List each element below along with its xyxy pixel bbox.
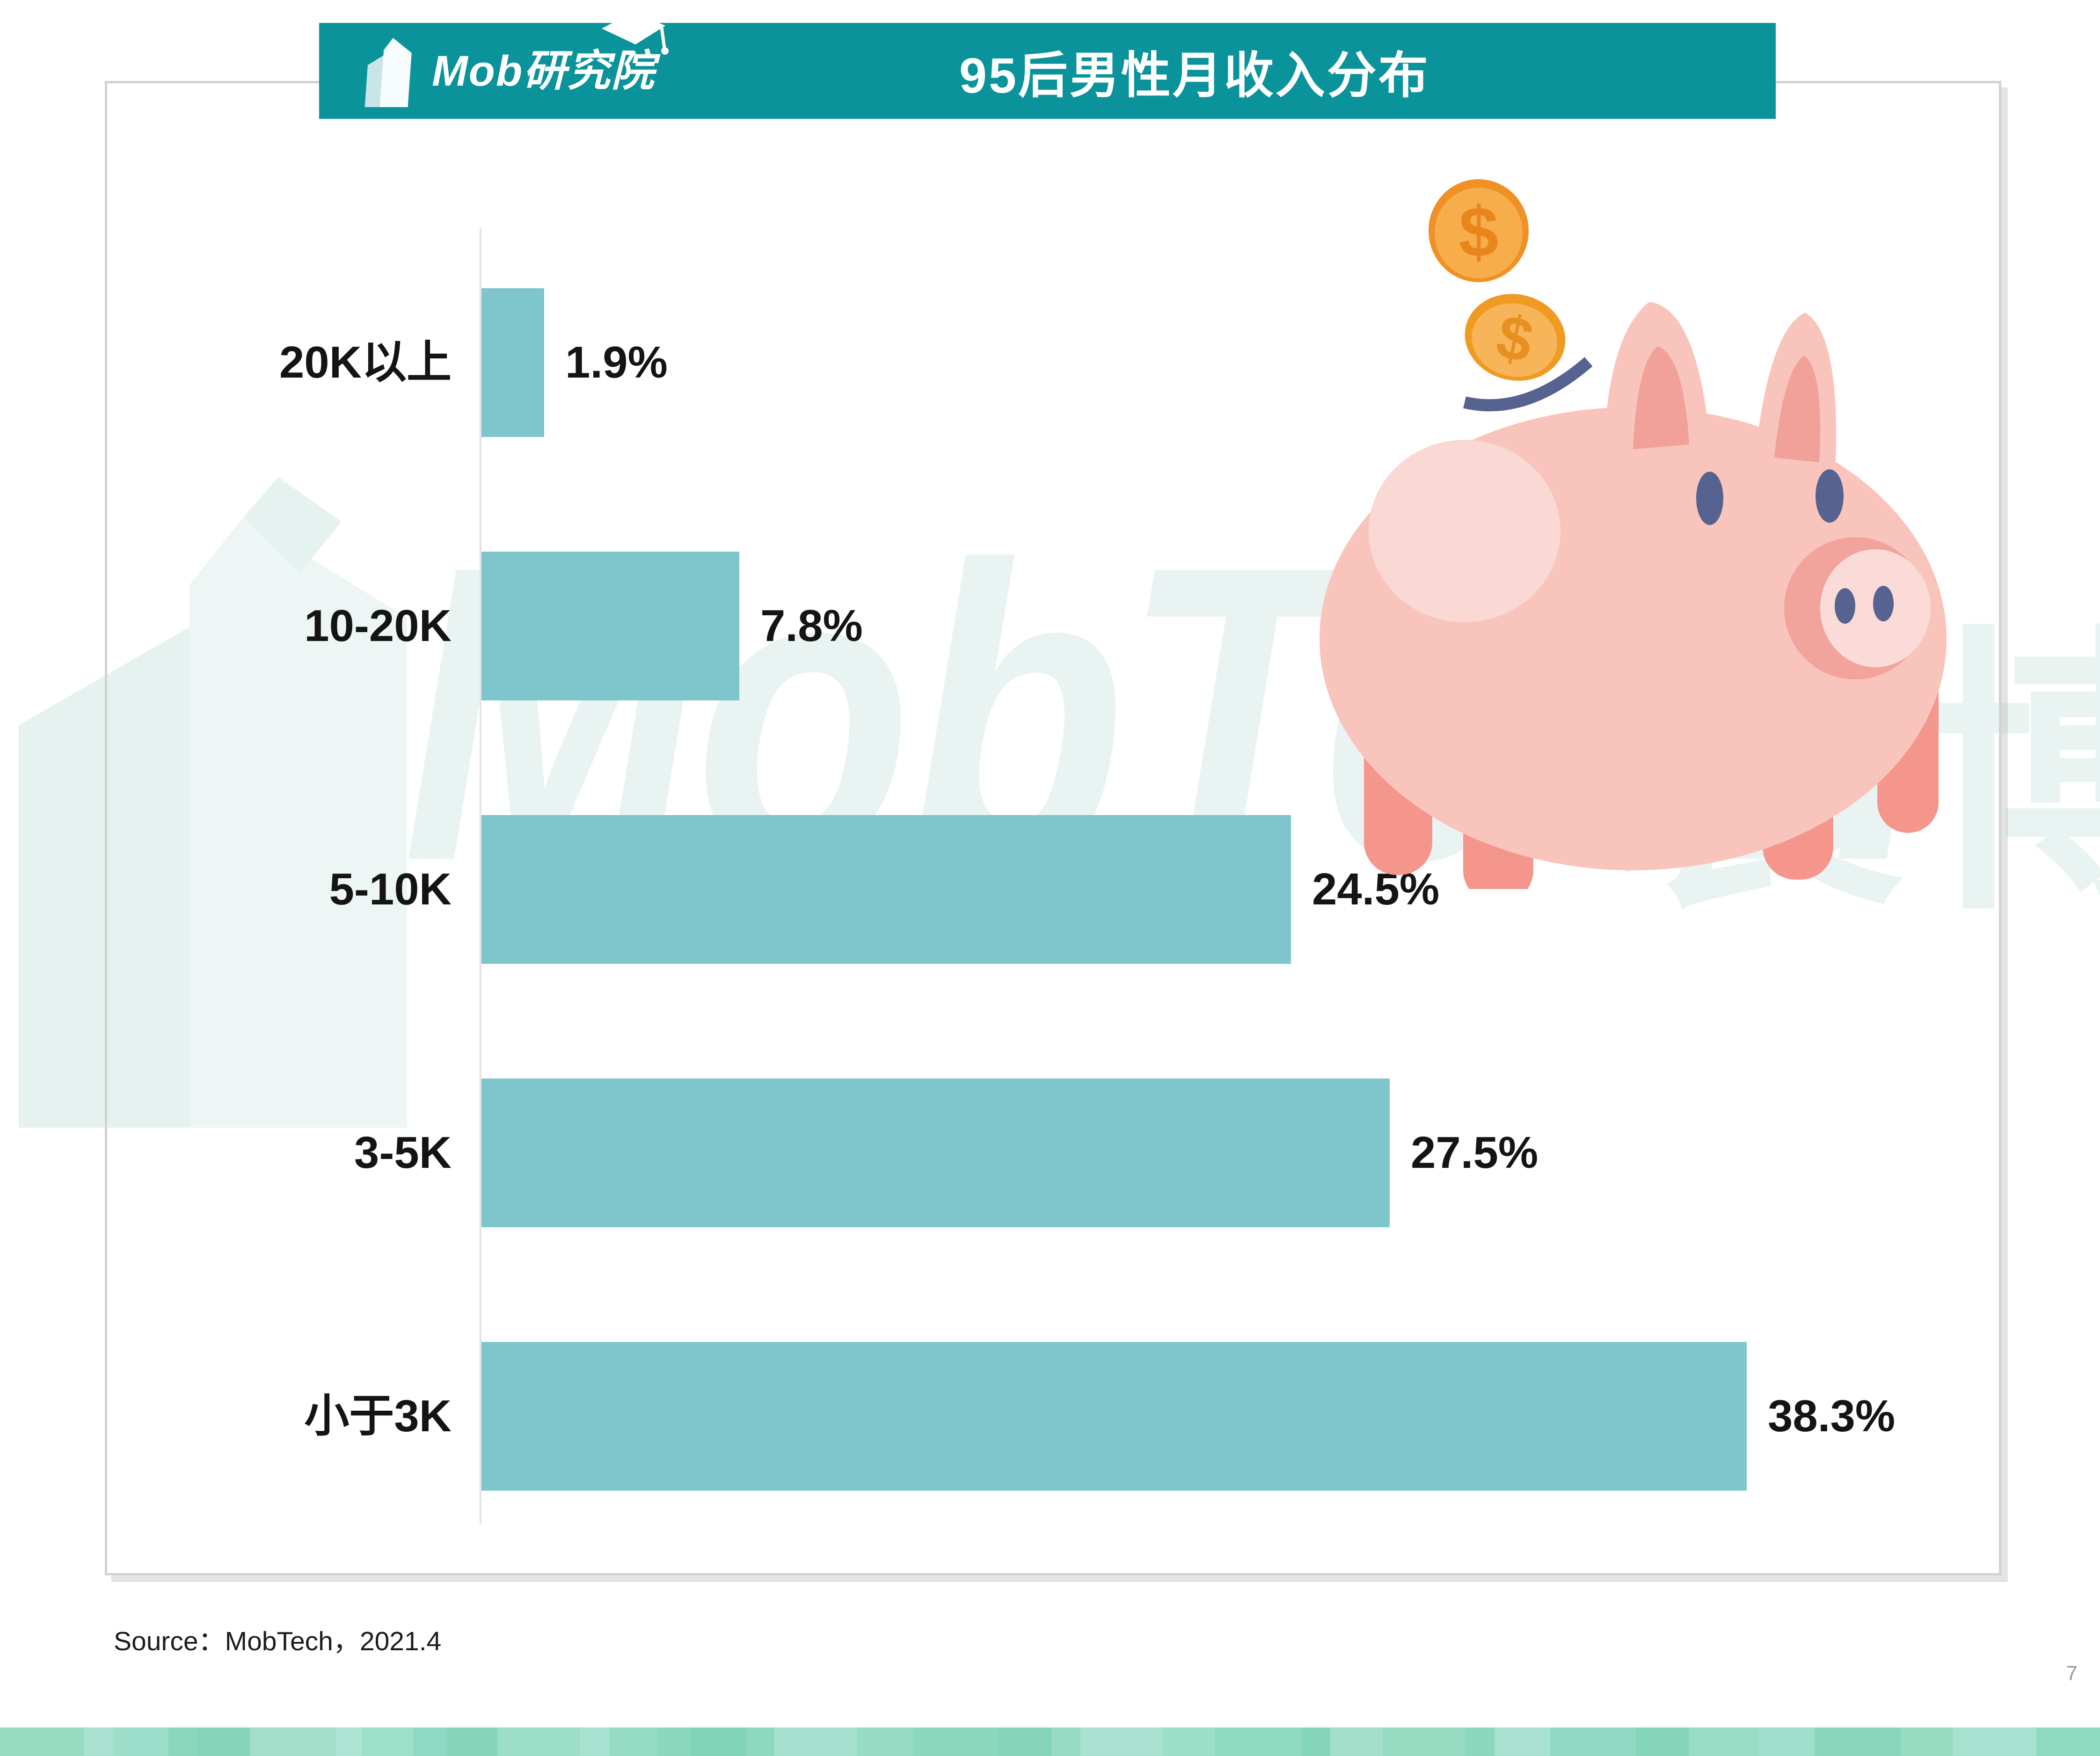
- strip-segment: [746, 1727, 774, 1756]
- strip-segment: [857, 1727, 913, 1756]
- pig-eye: [1816, 469, 1844, 523]
- bar: [481, 552, 739, 700]
- pig-body-highlight: [1369, 440, 1560, 622]
- strip-segment: [168, 1727, 198, 1756]
- logo-text: Mob研究院: [432, 47, 656, 95]
- chart-axis-line: [480, 228, 481, 1524]
- strip-segment: [609, 1727, 657, 1756]
- coin-icon: $: [1429, 179, 1529, 282]
- source-text: Source：MobTech，2021.4: [114, 1626, 442, 1656]
- strip-segment: [1215, 1727, 1302, 1756]
- svg-text:$: $: [1459, 192, 1499, 272]
- brand-logo: Mob研究院: [364, 12, 669, 119]
- strip-segment: [580, 1727, 610, 1756]
- strip-segment: [656, 1727, 691, 1756]
- value-label: 1.9%: [565, 337, 668, 387]
- piggy-bank-illustration: $ $: [1320, 179, 1947, 889]
- strip-segment: [1636, 1727, 1689, 1756]
- strip-segment: [1688, 1727, 1759, 1756]
- category-label: 小于3K: [304, 1391, 452, 1441]
- category-label: 10-20K: [304, 601, 452, 651]
- strip-segment: [1758, 1727, 1815, 1756]
- strip-segment: [1301, 1727, 1331, 1756]
- bar: [481, 815, 1291, 964]
- bar: [481, 1078, 1390, 1227]
- strip-segment: [197, 1727, 250, 1756]
- strip-segment: [112, 1727, 169, 1756]
- value-label: 27.5%: [1411, 1128, 1539, 1178]
- strip-segment: [1051, 1727, 1080, 1756]
- value-label: 24.5%: [1312, 864, 1440, 914]
- category-label: 20K以上: [279, 337, 452, 387]
- strip-segment: [1494, 1727, 1551, 1756]
- bar: [481, 288, 544, 437]
- strip-segment: [1953, 1727, 2037, 1756]
- header-bar: Mob研究院 95后男性月收入分布: [319, 12, 1776, 119]
- graduation-cap-icon: [602, 12, 669, 55]
- strip-segment: [2036, 1727, 2100, 1756]
- strip-segment: [1163, 1727, 1216, 1756]
- building-icon: [365, 38, 412, 107]
- page-number: 7: [2066, 1662, 2078, 1685]
- strip-segment: [913, 1727, 999, 1756]
- pig-inner-ear: [1633, 346, 1689, 449]
- pig-snout: [1784, 537, 1931, 679]
- strip-segment: [335, 1727, 362, 1756]
- strip-segment: [774, 1727, 857, 1756]
- strip-segment: [1080, 1727, 1163, 1756]
- coin-icon: $: [1465, 294, 1566, 381]
- strip-segment: [1330, 1727, 1383, 1756]
- footer-decor-strip: [0, 1727, 2100, 1756]
- watermark-building-icon: [19, 477, 407, 1128]
- strip-segment: [0, 1727, 84, 1756]
- bar: [481, 1342, 1747, 1491]
- strip-segment: [1382, 1727, 1466, 1756]
- strip-segment: [1465, 1727, 1495, 1756]
- pig-inner-ear: [1774, 356, 1820, 462]
- coin-slot: [1463, 357, 1593, 412]
- category-label: 5-10K: [329, 864, 452, 914]
- category-label: 3-5K: [354, 1128, 452, 1178]
- strip-segment: [414, 1727, 447, 1756]
- strip-segment: [497, 1727, 581, 1756]
- strip-segment: [690, 1727, 746, 1756]
- pig-eye: [1696, 472, 1723, 525]
- strip-segment: [999, 1727, 1051, 1756]
- strip-segment: [1814, 1727, 1901, 1756]
- value-label: 38.3%: [1768, 1391, 1896, 1441]
- value-label: 7.8%: [760, 601, 863, 651]
- strip-segment: [1900, 1727, 1953, 1756]
- strip-segment: [249, 1727, 336, 1756]
- page-title: 95后男性月收入分布: [959, 48, 1430, 103]
- strip-segment: [447, 1727, 498, 1756]
- strip-segment: [361, 1727, 414, 1756]
- strip-segment: [1550, 1727, 1637, 1756]
- strip-segment: [84, 1727, 113, 1756]
